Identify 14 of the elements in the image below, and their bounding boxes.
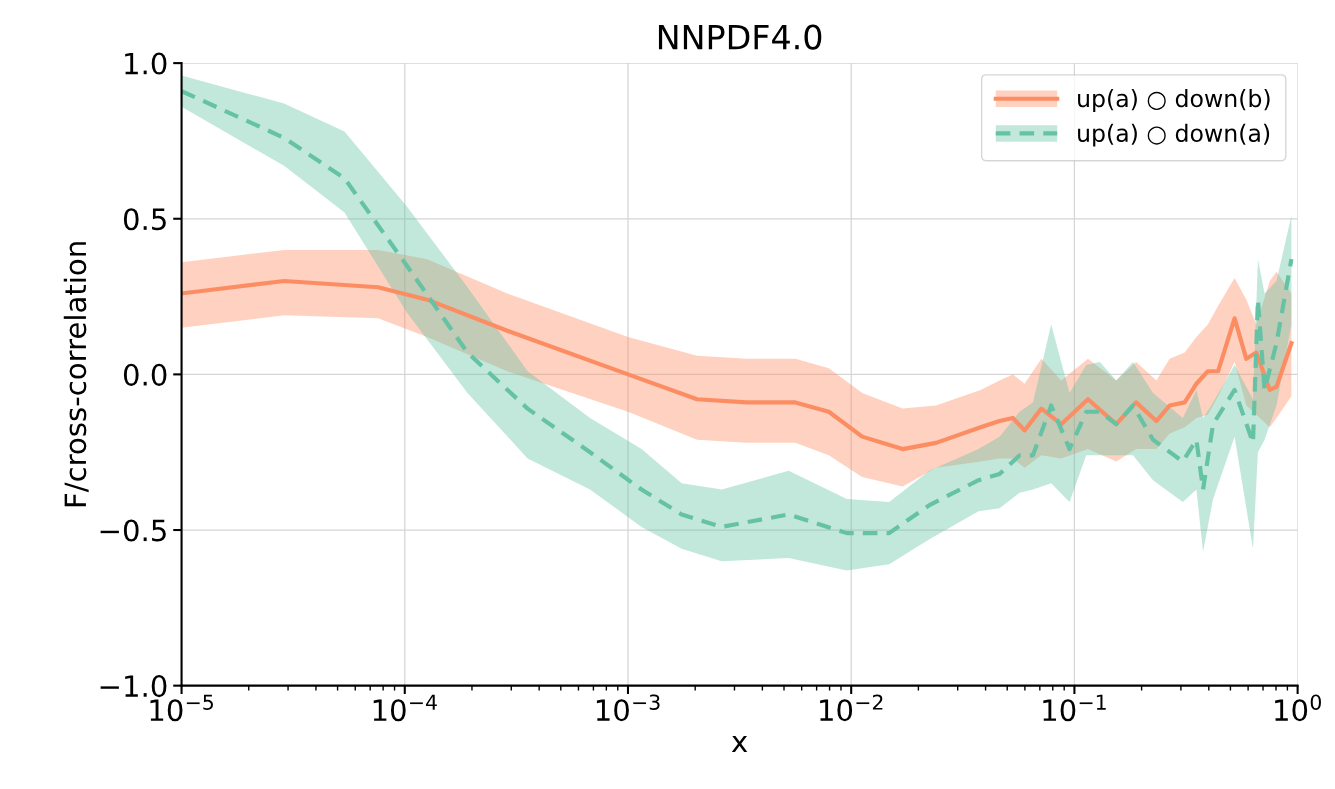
x-tick-label: 10$^{−1}$ xyxy=(1043,694,1106,722)
chart-title: NNPDF4.0 xyxy=(658,24,822,50)
x-tick-label: 10$^{−2}$ xyxy=(820,694,883,722)
y-tick-label: 0.5 xyxy=(123,208,166,231)
y-axis-title: F/cross-correlation xyxy=(63,242,89,507)
y-tick-label: 1.0 xyxy=(125,52,167,75)
x-axis-title: x xyxy=(731,736,748,752)
x-tick-label: 10$^{−3}$ xyxy=(596,694,660,722)
x-tick-label: 10$^{−4}$ xyxy=(373,694,437,722)
legend-label: up(a) ○ down(a) xyxy=(1078,123,1270,147)
y-tick-label: 0.0 xyxy=(123,363,167,386)
legend-label: up(a) ○ down(b) xyxy=(1078,89,1270,112)
x-tick-label: 10$^{0}$ xyxy=(1275,694,1321,722)
y-tick-label: −0.5 xyxy=(100,519,166,542)
